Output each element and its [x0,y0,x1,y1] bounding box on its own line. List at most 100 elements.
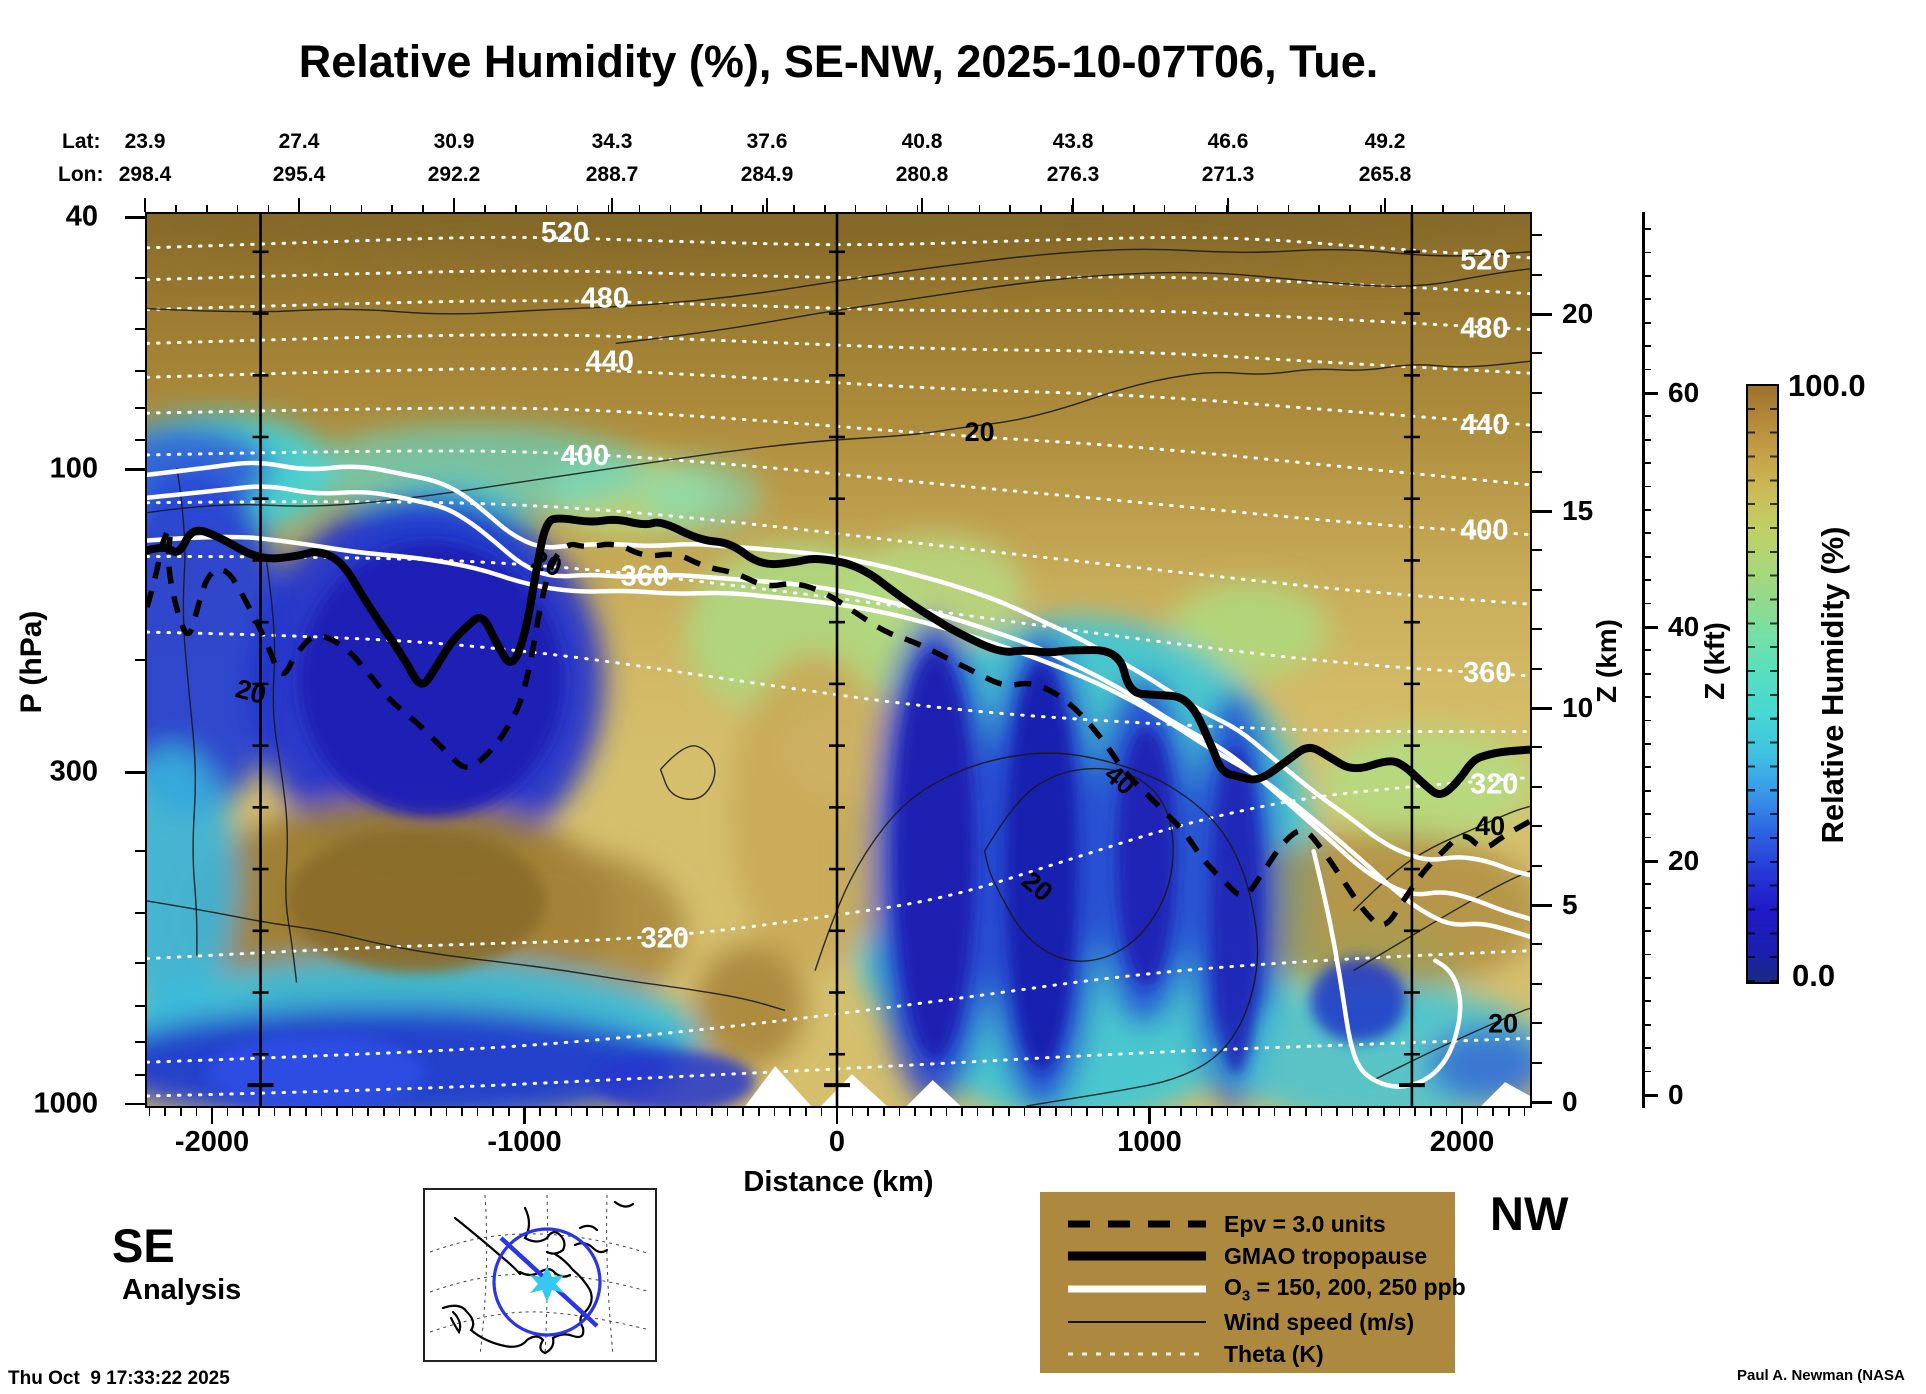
axis-tick [445,1108,448,1116]
axis-tick [391,205,393,212]
distance-tick-label: 1000 [1117,1126,1182,1158]
axis-tick [1367,1108,1370,1116]
axis-tick [398,1108,401,1116]
zkm-tick-label: 0 [1562,1086,1578,1117]
colorbar-ticks-right [1770,386,1777,982]
axis-tick [1532,825,1542,828]
theta-contour-label: 360 [1463,657,1511,689]
axis-tick [545,205,548,212]
axis-tick [773,1108,776,1116]
axis-tick [1164,1108,1166,1116]
axis-tick [1289,1108,1291,1116]
axis-tick [1644,321,1651,324]
axis-tick [1320,1108,1323,1116]
zkm-tick-label: 15 [1562,495,1594,526]
zkm-tick-label: 10 [1562,692,1594,723]
theta-contour-label: 520 [541,217,589,249]
rh-field-canvas: 520 480 440 400 360 320 520 480 440 400 360 320 20 20… [147,214,1530,1106]
axis-tick [1429,1108,1432,1116]
axis-tick [135,277,145,280]
axis-tick [601,1108,604,1116]
theta-contour-label: 440 [586,345,634,377]
axis-tick [1644,368,1651,371]
axis-tick [125,1102,145,1106]
axis-tick [695,1108,698,1116]
lon-value: 288.7 [585,163,639,186]
axis-tick [633,1108,635,1116]
axis-tick [793,205,795,212]
axis-tick [914,1108,916,1116]
axis-tick [765,198,769,212]
axis-tick [1226,1108,1229,1116]
axis-tick [820,1108,823,1116]
map-center-star-icon [530,1266,564,1302]
axis-tick [1532,1101,1552,1104]
axis-tick [1523,1108,1526,1116]
axis-tick [1644,275,1651,277]
axis-tick [1644,1023,1651,1026]
axis-tick [1532,273,1542,276]
axis-tick [916,205,919,212]
axis-tick [1644,649,1651,652]
axis-tick [758,1108,760,1116]
colorbar-title: Relative Humidity (%) [1815,526,1850,844]
axis-tick [1644,345,1651,347]
zkft-tick-label: 20 [1668,845,1700,876]
lon-value: 271.3 [1201,163,1255,186]
axis-tick [539,1108,541,1116]
axis-tick [1644,462,1651,464]
axis-tick [1133,205,1135,212]
axis-tick [586,1108,588,1116]
map-inset [423,1188,657,1362]
axis-tick [1644,415,1651,418]
axis-tick [1644,555,1651,558]
axis-tick [1532,391,1542,394]
axis-tick [179,1108,182,1116]
axis-tick [1644,930,1651,932]
axis-tick [1476,1108,1479,1116]
legend-item: Theta (K) [1068,1340,1324,1367]
lon-value: 295.4 [272,163,326,186]
timestamp: Thu Oct 9 17:33:22 2025 [8,1368,230,1389]
axis-tick [1644,251,1651,254]
axis-tick [1503,205,1506,212]
analysis-label: Analysis [122,1274,242,1306]
lat-value: 27.4 [278,130,320,153]
axis-tick [1644,906,1651,909]
axis-tick [1383,198,1387,212]
axis-tick [1532,707,1552,710]
axis-tick [804,1108,807,1116]
axis-tick [1644,1070,1651,1073]
axis-tick [1148,1108,1151,1124]
pressure-tick-label: 300 [49,755,98,788]
axis-tick [1071,198,1075,212]
axis-tick [148,1108,151,1116]
axis-tick [422,205,424,212]
axis-tick [1644,298,1651,301]
lat-value: 49.2 [1364,130,1406,153]
axis-tick [1195,1108,1198,1116]
axis-tick [1508,1108,1510,1116]
zkm-axis-label: Z (km) [1591,619,1622,703]
axis-tick [1179,1108,1182,1116]
axis-tick [947,205,950,212]
lat-value: 37.6 [746,130,788,153]
axis-tick [1398,1108,1401,1116]
zkft-tick-label: 0 [1668,1079,1684,1110]
distance-tick-label: -1000 [487,1126,562,1158]
axis-tick [1644,509,1651,511]
rh-cross-section-plot: 520 480 440 400 360 320 520 480 440 400 360 320 20 20… [145,212,1532,1108]
axis-tick [1258,1108,1260,1116]
axis-tick [135,1073,145,1076]
axis-tick [329,205,332,212]
axis-tick [492,1108,495,1116]
axis-tick [1644,626,1658,629]
axis-tick [1644,1000,1651,1003]
colorbar-min-label: 0.0 [1792,958,1836,993]
axis-tick [1642,212,1645,1108]
theta-contour-label: 520 [1460,245,1508,277]
legend-item-label: Theta (K) [1224,1340,1324,1367]
axis-tick [1039,1108,1041,1116]
legend: Epv = 3.0 units GMAO tropopause O3 = 150, … [1040,1192,1466,1373]
